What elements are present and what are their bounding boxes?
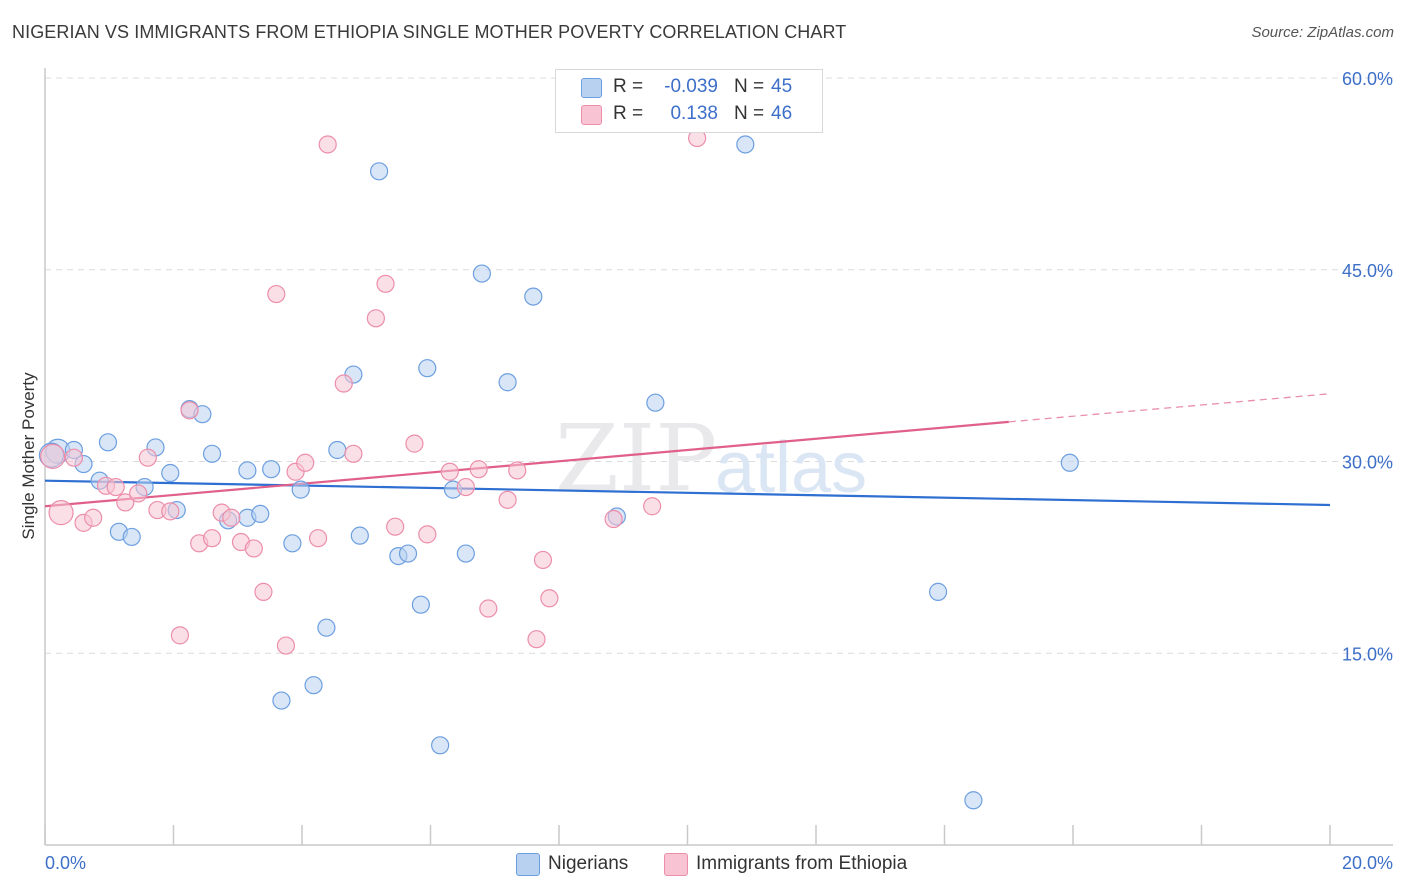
nigerians-point [238,461,257,480]
y-tick-label: 15.0% [1342,644,1393,664]
legend-r-value: -0.039 [664,76,718,97]
nigerians-point [524,287,543,306]
ethiopia-point [116,493,135,512]
ethiopia-point [308,529,328,548]
ethiopia-point [479,599,498,618]
data-points [38,128,1079,810]
legend-swatch-ethiopia [581,105,602,125]
y-tick-label: 45.0% [1342,261,1393,281]
bottom-legend-swatch-nigerians [516,853,540,876]
ethiopia-point [138,448,157,467]
ethiopia-point [508,461,527,480]
ethiopia-point [244,539,263,558]
ethiopia-point [276,636,296,655]
bottom-legend-label-ethiopia: Immigrants from Ethiopia [696,853,908,874]
ethiopia-point [64,448,84,467]
ethiopia-point [106,477,125,497]
y-axis-title: Single Mother Poverty [19,372,38,540]
ethiopia-point [318,135,337,154]
nigerians-point [304,676,323,695]
y-tick-labels: 15.0% 30.0% 45.0% 60.0% [1342,69,1393,664]
nigerians-point [161,463,180,483]
x-tick-labels: 0.0% 20.0% [45,853,1393,873]
nigerians-point [456,544,475,563]
ethiopia-point [222,508,241,527]
nigerians-point [411,595,430,614]
nigerians-point [98,433,118,452]
ethiopia-point [161,502,180,521]
ethiopia-point [498,490,517,509]
nigerians-point [1060,453,1079,472]
nigerians-point [272,691,291,710]
ethiopia-point [254,582,273,601]
legend-n-value: 45 [771,76,793,97]
ethiopia-point [334,374,353,393]
nigerians-point [472,264,491,283]
legend-r-label: R = [613,103,644,124]
nigerians-point [328,440,347,460]
legend-n-label: N = [734,76,765,97]
ethiopia-point [366,309,385,328]
nigerians-point [928,582,948,601]
ethiopia-point [267,284,286,304]
gridlines [45,77,1393,654]
nigerians-point [498,373,517,392]
ethiopia-point [440,462,459,481]
ethiopia-point [40,443,66,469]
nigerians-point [122,527,141,547]
nigerians-point [291,480,310,499]
ethiopia-point [344,444,363,463]
nigerians-point [646,393,665,412]
nigerians-point [251,504,270,524]
correlation-legend: R = -0.039 N = 45 R = 0.138 N = 46 [555,69,823,133]
ethiopia-point [405,434,424,453]
x-tick-label: 20.0% [1342,853,1393,873]
ethiopia-point [456,477,475,497]
ethiopia-point [170,626,190,645]
legend-n-label: N = [734,103,765,124]
ethiopia-point [48,500,74,526]
legend-swatch-nigerians [581,78,602,98]
x-tick-label: 0.0% [45,853,86,873]
nigerians-point [398,544,418,563]
bottom-legend-swatch-ethiopia [664,853,688,876]
ethiopia-point [527,630,546,649]
ethiopia-point [533,550,553,570]
nigerians-point [202,444,222,463]
trend-lines [44,393,1331,508]
nigerians-point [283,534,302,553]
ethiopia-point [129,484,148,503]
source-label: Source: ZipAtlas.com [1251,24,1394,41]
bottom-legend-label-nigerians: Nigerians [548,853,629,874]
ethiopia-point [540,589,559,608]
nigerians-point [370,162,389,181]
ethiopia-point [296,453,315,472]
ethiopia-point [386,517,405,536]
ethiopia-point [469,460,488,479]
y-tick-label: 30.0% [1342,453,1393,473]
ethiopia-point [180,401,199,420]
legend-r-label: R = [613,76,644,97]
nigerians-point [964,791,983,810]
nigerians-trend-line [44,479,1331,507]
ethiopia-trend-line [44,420,1009,508]
nigerians-point [418,359,437,378]
ethiopia-trend-extension [1008,393,1331,423]
ethiopia-point [202,529,222,548]
nigerians-point [350,526,369,545]
chart-title: NIGERIAN VS IMMIGRANTS FROM ETHIOPIA SIN… [12,22,847,42]
ethiopia-point [418,525,437,544]
nigerians-point [317,618,336,637]
ethiopia-point [643,497,662,516]
nigerians-point [262,460,281,479]
ethiopia-point [84,508,103,527]
ethiopia-point [604,509,623,529]
ethiopia-point [376,274,395,293]
legend-n-value: 46 [771,103,793,124]
nigerians-point [431,736,450,755]
y-tick-label: 60.0% [1342,69,1393,89]
nigerians-point [736,135,755,154]
legend-r-value: 0.138 [670,103,718,124]
